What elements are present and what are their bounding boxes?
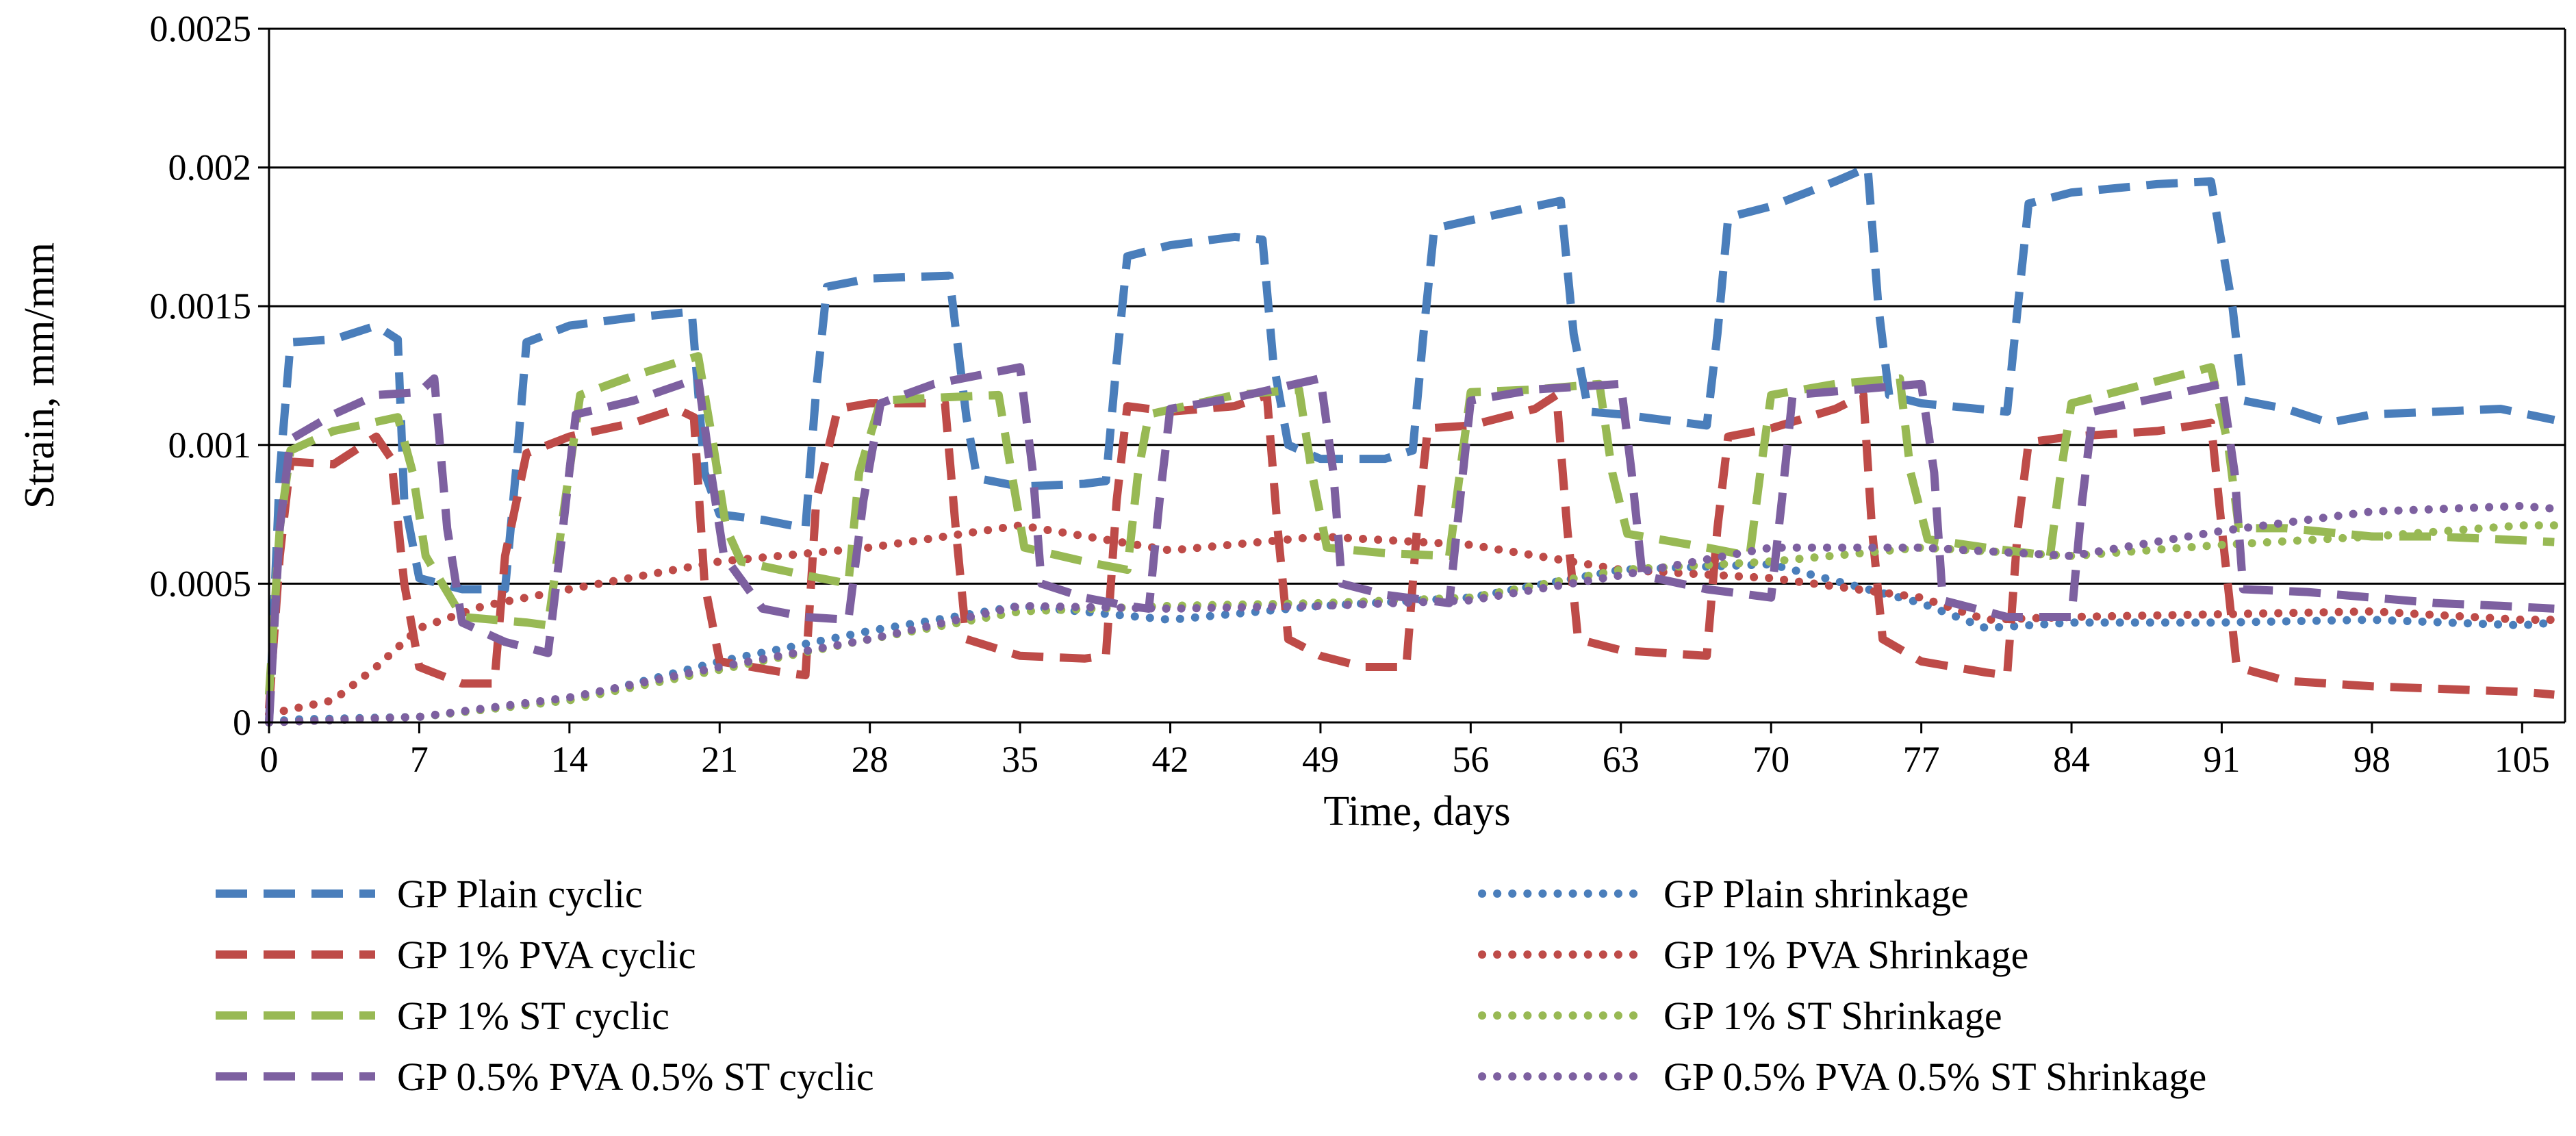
- x-tick-label: 77: [1903, 739, 1940, 780]
- y-tick-label: 0.0005: [150, 563, 252, 604]
- legend-label: GP 1% PVA Shrinkage: [1663, 933, 2028, 977]
- y-tick-label: 0.001: [168, 425, 252, 466]
- y-axis-tick-labels: 0 0.0005 0.001 0.0015 0.002 0.0025: [150, 8, 252, 743]
- x-tick-label: 84: [2053, 739, 2090, 780]
- series-line: [265, 363, 2555, 723]
- legend-label: GP 1% ST cyclic: [397, 994, 669, 1038]
- x-tick-label: 49: [1302, 739, 1339, 780]
- x-axis-label: Time, days: [1323, 788, 1510, 835]
- legend: GP Plain cyclic GP Plain shrinkage GP 1% P…: [216, 872, 2206, 1099]
- legend-label: GP 0.5% PVA 0.5% ST cyclic: [397, 1055, 874, 1099]
- x-tick-label: 35: [1002, 739, 1038, 780]
- plot-frame: [258, 27, 2566, 733]
- x-tick-label: 91: [2203, 739, 2240, 780]
- x-tick-label: 14: [551, 739, 588, 780]
- y-tick-label: 0: [233, 702, 251, 743]
- x-tick-label: 21: [701, 739, 738, 780]
- x-tick-label: 63: [1603, 739, 1640, 780]
- series-line: [265, 521, 2559, 718]
- x-tick-label: 0: [260, 739, 279, 780]
- legend-label: GP 1% PVA cyclic: [397, 933, 696, 977]
- series-line: [265, 352, 2555, 695]
- x-tick-label: 42: [1152, 739, 1189, 780]
- x-axis-tick-labels: 0 7 14 21 28 35 42 49 56 63 70 77 84 91 98 105: [260, 739, 2550, 780]
- x-tick-label: 56: [1452, 739, 1489, 780]
- series-line: [265, 163, 2555, 723]
- legend-label: GP Plain cyclic: [397, 872, 643, 916]
- y-tick-label: 0.002: [168, 147, 252, 188]
- x-tick-label: 98: [2354, 739, 2390, 780]
- legend-label: GP 1% ST Shrinkage: [1663, 994, 2002, 1038]
- y-axis-label: Strain, mm/mm: [16, 242, 63, 509]
- y-tick-label: 0.0015: [150, 286, 252, 327]
- x-tick-label: 105: [2495, 739, 2550, 780]
- x-tick-label: 7: [410, 739, 429, 780]
- series-line: [265, 501, 2559, 727]
- legend-label: GP 0.5% PVA 0.5% ST Shrinkage: [1663, 1055, 2206, 1099]
- y-tick-label: 0.0025: [150, 8, 252, 49]
- x-tick-label: 28: [852, 739, 889, 780]
- x-tick-label: 70: [1752, 739, 1789, 780]
- series-lines: [265, 163, 2559, 727]
- legend-label: GP Plain shrinkage: [1663, 872, 1969, 916]
